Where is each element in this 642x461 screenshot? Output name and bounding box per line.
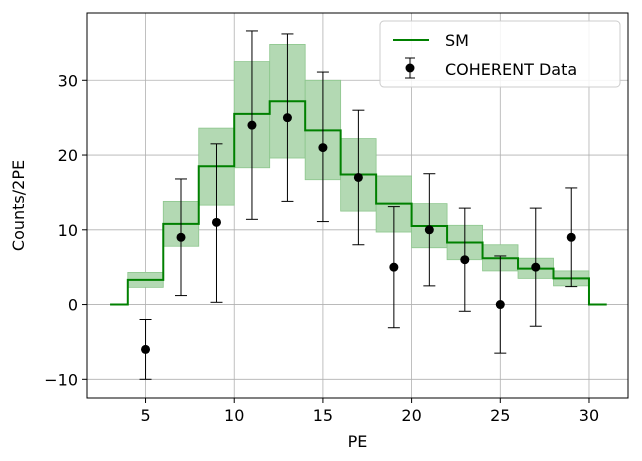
- data-point-group: [175, 178, 188, 297]
- data-point-group: [458, 207, 471, 312]
- data-point-group: [210, 143, 223, 303]
- data-point: [141, 344, 151, 354]
- legend-box: [379, 20, 621, 88]
- y-tick-label: −10: [44, 370, 78, 389]
- data-point: [247, 120, 257, 130]
- data-points: [139, 30, 578, 380]
- legend-sm-label: SM: [445, 31, 469, 50]
- data-point: [566, 232, 576, 242]
- data-point: [176, 232, 186, 242]
- data-point: [389, 262, 399, 272]
- data-point-group: [529, 207, 542, 327]
- data-point: [318, 143, 328, 153]
- data-point: [531, 262, 541, 272]
- plot-frame: [86, 12, 629, 399]
- legend-data-swatch: [405, 57, 415, 79]
- legend: SM COHERENT Data: [379, 20, 621, 88]
- y-tick-label: 0: [68, 296, 78, 315]
- data-point: [211, 217, 221, 227]
- x-tick-label: 25: [490, 406, 510, 425]
- data-point: [282, 113, 292, 123]
- legend-data-marker: [405, 63, 415, 73]
- data-point-group: [387, 206, 400, 329]
- y-axis-title: Counts/2PE: [9, 160, 28, 251]
- legend-data-label: COHERENT Data: [445, 60, 577, 79]
- x-axis-ticks: 5 10 15 20 25 30: [140, 398, 599, 425]
- data-point: [495, 300, 505, 310]
- y-tick-label: 10: [58, 221, 78, 240]
- data-point: [424, 225, 434, 235]
- data-point: [460, 255, 470, 265]
- data-point-group: [316, 71, 329, 223]
- data-point-group: [245, 30, 258, 220]
- data-point-group: [494, 255, 507, 354]
- data-point-group: [139, 319, 152, 380]
- x-axis-title: PE: [348, 432, 368, 451]
- data-point-group: [423, 173, 436, 287]
- x-tick-label: 10: [224, 406, 244, 425]
- data-point: [353, 172, 363, 182]
- x-tick-label: 15: [313, 406, 333, 425]
- data-point-group: [281, 33, 294, 202]
- y-axis-ticks: −10 0 10 20 30: [44, 71, 87, 389]
- x-tick-label: 20: [401, 406, 421, 425]
- data-point-group: [565, 187, 578, 288]
- y-tick-label: 20: [58, 146, 78, 165]
- y-tick-label: 30: [58, 71, 78, 90]
- x-tick-label: 5: [140, 406, 150, 425]
- data-point-group: [352, 109, 365, 246]
- x-tick-label: 30: [579, 406, 599, 425]
